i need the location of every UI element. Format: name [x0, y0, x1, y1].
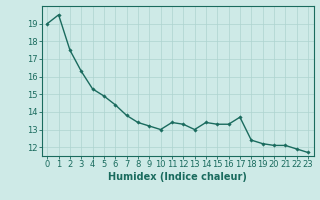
X-axis label: Humidex (Indice chaleur): Humidex (Indice chaleur): [108, 172, 247, 182]
